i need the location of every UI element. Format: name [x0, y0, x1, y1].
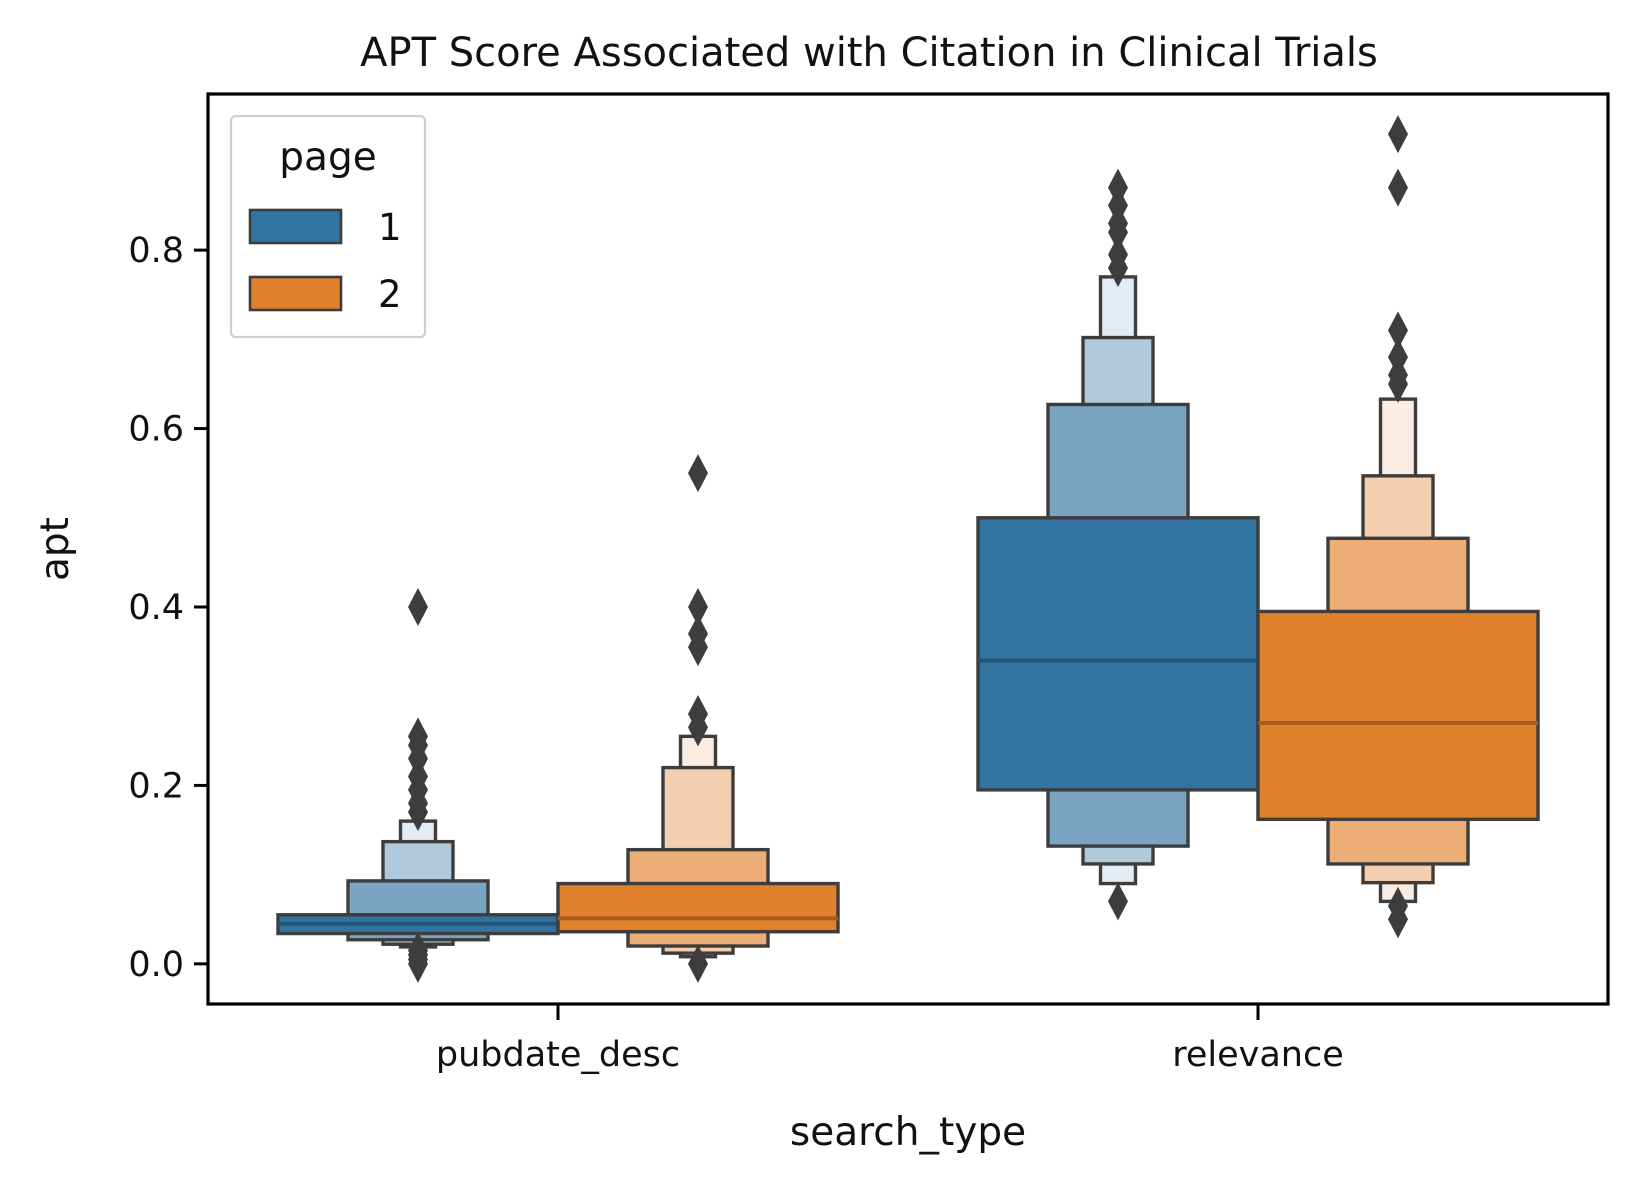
y-tick-label: 0.8: [128, 231, 184, 271]
y-axis-label: apt: [33, 517, 78, 581]
y-tick-label: 0.4: [128, 588, 184, 628]
outlier-point-page-1-pubdate_desc-12: [408, 587, 428, 626]
outlier-point-page-1-pubdate_desc-4: [408, 931, 428, 970]
outlier-point-page-2-relevance-2: [1388, 886, 1408, 925]
outlier-point-page-2-pubdate_desc-6: [688, 587, 708, 626]
legend-swatch-page-1: [248, 208, 343, 245]
legend: page 1 2: [229, 114, 427, 339]
y-tick-label: 0.0: [128, 945, 184, 985]
outlier-point-page-2-pubdate_desc-1: [688, 944, 708, 983]
legend-title: page: [279, 135, 376, 180]
legend-label-page-2: 2: [378, 273, 402, 316]
plot-frame: [206, 92, 1610, 1006]
boxen-box-page-2-pubdate_desc-level-1: [556, 881, 840, 934]
outlier-point-page-2-pubdate_desc-3: [688, 695, 708, 734]
x-tick-label: pubdate_desc: [436, 1035, 680, 1075]
legend-swatch-page-2: [248, 275, 343, 312]
outlier-point-page-2-relevance-7: [1388, 168, 1408, 207]
outlier-point-page-1-relevance-7: [1108, 168, 1128, 207]
outlier-point-page-2-relevance-8: [1388, 115, 1408, 154]
y-tick-label: 0.6: [128, 410, 184, 450]
x-tick-label: relevance: [1172, 1035, 1344, 1075]
axes: 0.0 0.2 0.4 0.6 0.8 pubdate_desc relevance: [128, 231, 1343, 1075]
outlier-point-page-1-relevance-1: [1108, 882, 1128, 921]
outlier-point-page-2-relevance-5: [1388, 338, 1408, 377]
x-axis-label: search_type: [790, 1110, 1026, 1155]
plot-area: [276, 115, 1540, 983]
outlier-point-page-1-pubdate_desc-11: [408, 717, 428, 756]
outlier-point-page-2-pubdate_desc-7: [688, 454, 708, 493]
y-tick-label: 0.2: [128, 766, 184, 806]
outlier-point-page-2-relevance-6: [1388, 311, 1408, 350]
boxen-box-page-2-relevance-level-1: [1256, 609, 1540, 822]
outlier-point-page-1-relevance-3: [1108, 235, 1128, 274]
outlier-point-page-2-pubdate_desc-5: [688, 614, 708, 653]
boxen-box-page-1-relevance-level-1: [976, 516, 1260, 792]
chart-title: APT Score Associated with Citation in Cl…: [360, 30, 1378, 76]
legend-label-page-1: 1: [378, 206, 402, 249]
